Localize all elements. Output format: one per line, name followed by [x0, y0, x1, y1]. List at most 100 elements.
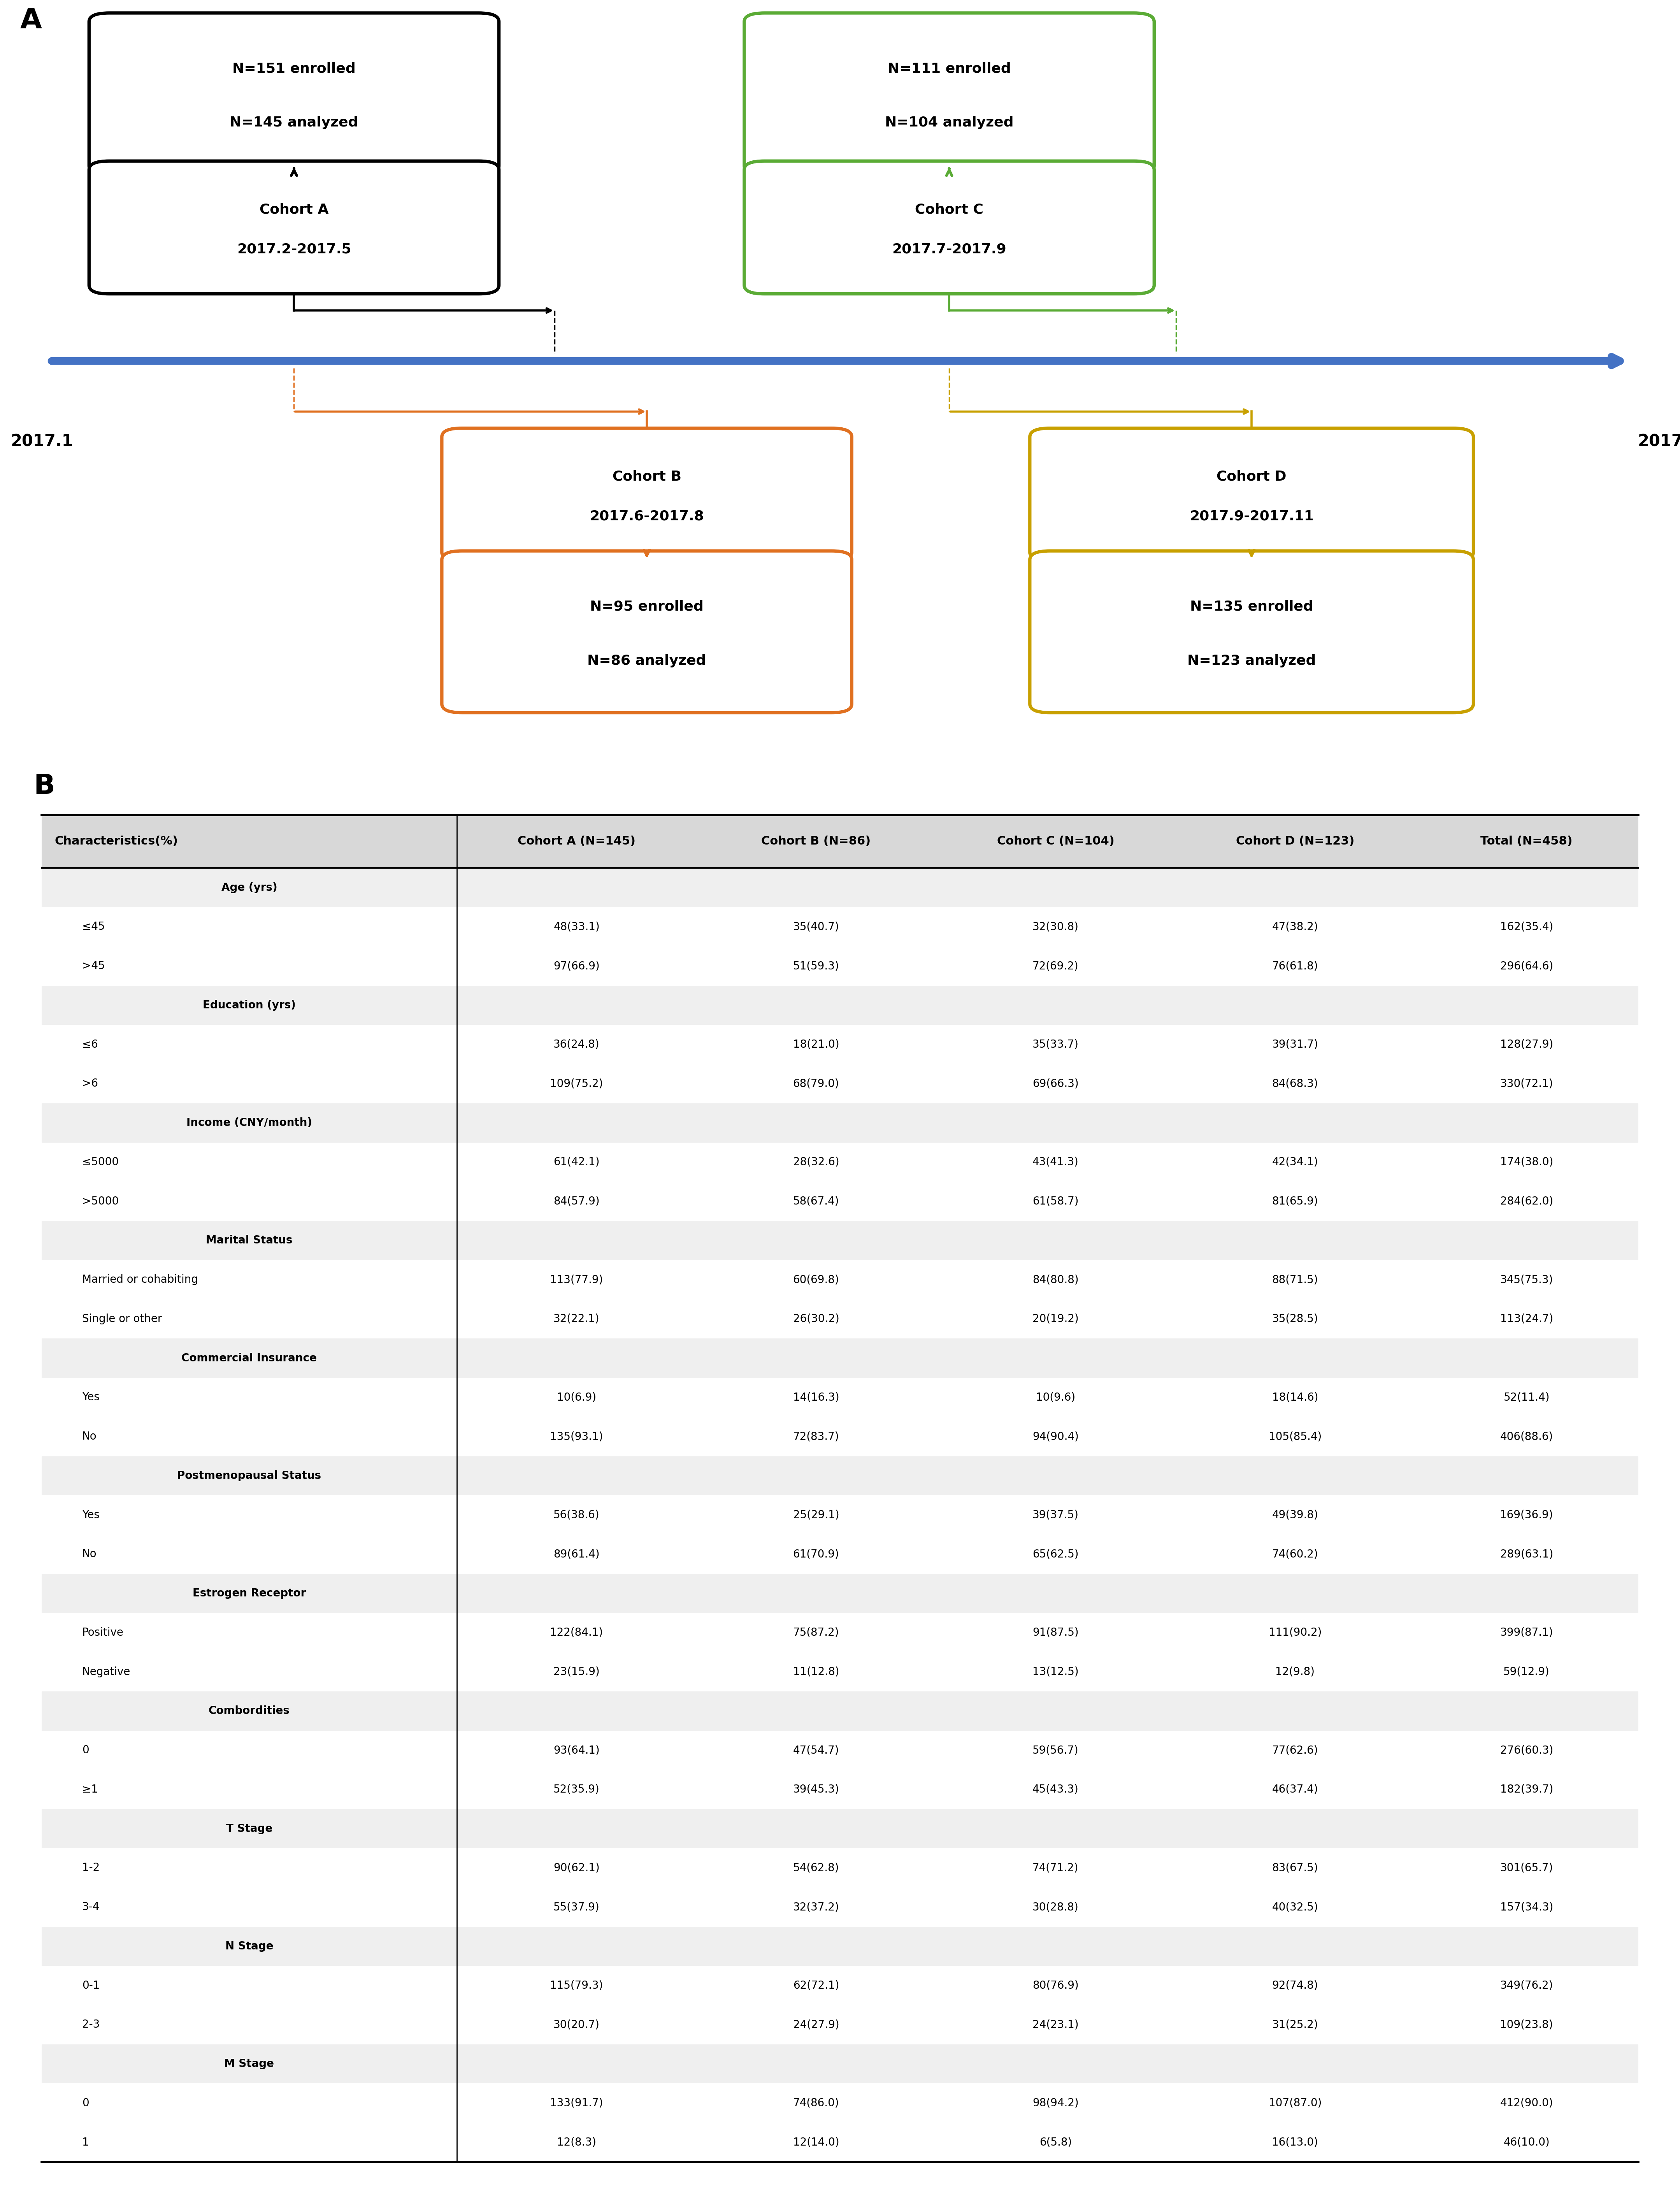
Text: N=104 analyzed: N=104 analyzed: [885, 116, 1013, 129]
Text: 107(87.0): 107(87.0): [1268, 2098, 1322, 2109]
Text: 65(62.5): 65(62.5): [1033, 1549, 1079, 1560]
Text: 10(9.6): 10(9.6): [1037, 1392, 1075, 1403]
Bar: [42, 985, 1638, 1024]
Text: 74(60.2): 74(60.2): [1272, 1549, 1319, 1560]
Text: Marital Status: Marital Status: [207, 1234, 292, 1245]
Text: 72(83.7): 72(83.7): [793, 1431, 838, 1442]
Text: 6(5.8): 6(5.8): [1040, 2138, 1072, 2149]
Text: >6: >6: [82, 1079, 97, 1090]
Text: 182(39.7): 182(39.7): [1500, 1783, 1552, 1794]
Text: 84(57.9): 84(57.9): [553, 1197, 600, 1208]
Text: 2017.9-2017.11: 2017.9-2017.11: [1189, 510, 1314, 523]
Text: B: B: [34, 772, 55, 799]
Text: 60(69.8): 60(69.8): [793, 1273, 838, 1284]
Text: 42(34.1): 42(34.1): [1272, 1157, 1319, 1168]
Text: 12(14.0): 12(14.0): [793, 2138, 838, 2149]
Text: 1: 1: [82, 2138, 89, 2149]
Text: 31(25.2): 31(25.2): [1272, 2020, 1319, 2030]
Text: N Stage: N Stage: [225, 1941, 274, 1952]
Text: 84(80.8): 84(80.8): [1033, 1273, 1079, 1284]
FancyBboxPatch shape: [744, 162, 1154, 293]
Text: 0-1: 0-1: [82, 1980, 99, 1991]
Text: 2017.7-2017.9: 2017.7-2017.9: [892, 243, 1006, 256]
Text: 406(88.6): 406(88.6): [1500, 1431, 1552, 1442]
Text: 133(91.7): 133(91.7): [549, 2098, 603, 2109]
Text: 46(37.4): 46(37.4): [1272, 1783, 1319, 1794]
Text: 12(8.3): 12(8.3): [556, 2138, 596, 2149]
Bar: [42, 1221, 1638, 1260]
Text: 25(29.1): 25(29.1): [793, 1510, 838, 1521]
Text: 11(12.8): 11(12.8): [793, 1667, 838, 1678]
Text: 84(68.3): 84(68.3): [1272, 1079, 1319, 1090]
Bar: [42, 2044, 1638, 2083]
Text: 40(32.5): 40(32.5): [1272, 1901, 1319, 1912]
Text: 56(38.6): 56(38.6): [553, 1510, 600, 1521]
Text: N=135 enrolled: N=135 enrolled: [1189, 600, 1314, 613]
Text: N=145 analyzed: N=145 analyzed: [230, 116, 358, 129]
Text: 2017.2-2017.5: 2017.2-2017.5: [237, 243, 351, 256]
Text: 16(13.0): 16(13.0): [1272, 2138, 1319, 2149]
Text: Income (CNY/month): Income (CNY/month): [186, 1118, 312, 1129]
Text: 89(61.4): 89(61.4): [553, 1549, 600, 1560]
Text: 98(94.2): 98(94.2): [1033, 2098, 1079, 2109]
Text: 109(75.2): 109(75.2): [549, 1079, 603, 1090]
Text: 77(62.6): 77(62.6): [1272, 1744, 1319, 1755]
Text: 72(69.2): 72(69.2): [1033, 961, 1079, 971]
Text: 13(12.5): 13(12.5): [1033, 1667, 1079, 1678]
Text: >5000: >5000: [82, 1197, 119, 1208]
Bar: [42, 869, 1638, 908]
Text: 39(31.7): 39(31.7): [1272, 1039, 1319, 1050]
Text: 46(10.0): 46(10.0): [1504, 2138, 1549, 2149]
Text: 26(30.2): 26(30.2): [793, 1313, 838, 1324]
Text: 94(90.4): 94(90.4): [1033, 1431, 1079, 1442]
Text: 61(42.1): 61(42.1): [553, 1157, 600, 1168]
Text: Postmenopausal Status: Postmenopausal Status: [176, 1470, 321, 1481]
Text: 92(74.8): 92(74.8): [1272, 1980, 1319, 1991]
Text: 289(63.1): 289(63.1): [1500, 1549, 1552, 1560]
Text: 76(61.8): 76(61.8): [1272, 961, 1319, 971]
Bar: [42, 1809, 1638, 1849]
Text: Cohort D: Cohort D: [1216, 470, 1287, 484]
Text: Single or other: Single or other: [82, 1313, 161, 1324]
Text: ≥1: ≥1: [82, 1783, 97, 1794]
Text: 1-2: 1-2: [82, 1862, 99, 1873]
Text: 2017.1: 2017.1: [10, 433, 74, 449]
Text: N=95 enrolled: N=95 enrolled: [590, 600, 704, 613]
Text: 97(66.9): 97(66.9): [553, 961, 600, 971]
Text: ≤6: ≤6: [82, 1039, 97, 1050]
Text: Yes: Yes: [82, 1392, 99, 1403]
Text: ≤5000: ≤5000: [82, 1157, 119, 1168]
Text: 90(62.1): 90(62.1): [553, 1862, 600, 1873]
Text: Education (yrs): Education (yrs): [203, 1000, 296, 1011]
Bar: [42, 1457, 1638, 1494]
Text: 20(19.2): 20(19.2): [1033, 1313, 1079, 1324]
FancyBboxPatch shape: [1030, 429, 1473, 560]
Text: 113(24.7): 113(24.7): [1500, 1313, 1552, 1324]
Text: 128(27.9): 128(27.9): [1500, 1039, 1552, 1050]
Text: 30(20.7): 30(20.7): [553, 2020, 600, 2030]
FancyBboxPatch shape: [442, 429, 852, 560]
Text: Cohort A: Cohort A: [259, 203, 329, 217]
Text: 49(39.8): 49(39.8): [1272, 1510, 1319, 1521]
Text: 35(33.7): 35(33.7): [1033, 1039, 1079, 1050]
Text: Yes: Yes: [82, 1510, 99, 1521]
Text: 111(90.2): 111(90.2): [1268, 1628, 1322, 1639]
Text: 88(71.5): 88(71.5): [1272, 1273, 1319, 1284]
Text: 18(14.6): 18(14.6): [1272, 1392, 1319, 1403]
Text: 39(37.5): 39(37.5): [1033, 1510, 1079, 1521]
Text: Combordities: Combordities: [208, 1707, 291, 1715]
Text: 284(62.0): 284(62.0): [1500, 1197, 1552, 1208]
Text: 59(12.9): 59(12.9): [1504, 1667, 1549, 1678]
Text: 122(84.1): 122(84.1): [549, 1628, 603, 1639]
Text: 399(87.1): 399(87.1): [1500, 1628, 1552, 1639]
Text: 10(6.9): 10(6.9): [556, 1392, 596, 1403]
Text: 74(86.0): 74(86.0): [793, 2098, 838, 2109]
Text: 61(70.9): 61(70.9): [793, 1549, 838, 1560]
Text: 105(85.4): 105(85.4): [1268, 1431, 1322, 1442]
Text: 174(38.0): 174(38.0): [1500, 1157, 1552, 1168]
Text: N=111 enrolled: N=111 enrolled: [887, 61, 1011, 74]
Text: Negative: Negative: [82, 1667, 131, 1678]
FancyBboxPatch shape: [442, 551, 852, 713]
Text: 30(28.8): 30(28.8): [1033, 1901, 1079, 1912]
Text: 135(93.1): 135(93.1): [549, 1431, 603, 1442]
